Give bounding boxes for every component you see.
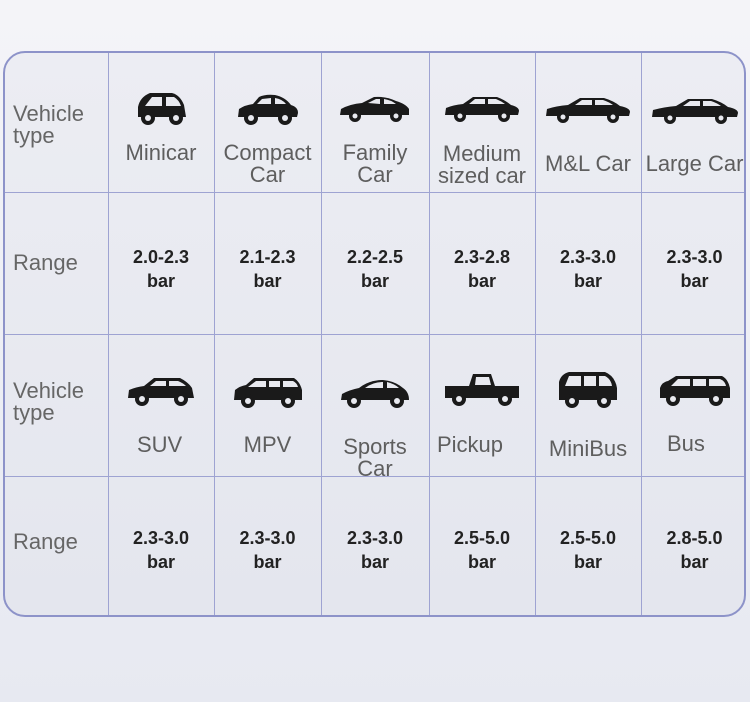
vehicle-name: Minicar xyxy=(125,140,197,165)
vehicle-name: MiniBus xyxy=(548,436,628,461)
range-value: 2.3-2.8 xyxy=(453,247,511,267)
range-unit: bar xyxy=(360,552,389,572)
range-unit: bar xyxy=(467,271,496,291)
vehicle-cell-pickup: Pickup xyxy=(429,334,535,476)
vehicle-name: Family Car xyxy=(342,140,408,187)
range-cell: 2.3-3.0 bar xyxy=(321,476,429,615)
range-unit: bar xyxy=(573,552,602,572)
range-value: 2.3-3.0 xyxy=(666,247,723,267)
vehicle-name: Pickup xyxy=(437,432,504,457)
vehicle-cell-medium-car: Medium sized car xyxy=(429,53,535,192)
range-cell: 2.0-2.3 bar xyxy=(108,192,214,334)
mpv-icon xyxy=(214,376,321,415)
vehicle-cell-mpv: MPV xyxy=(214,334,321,476)
vehicle-type-label: Vehicle type xyxy=(13,101,84,148)
vehicle-cell-ml-car: M&L Car xyxy=(535,53,641,192)
range-unit: bar xyxy=(467,552,496,572)
vehicle-cell-family-car: Family Car xyxy=(321,53,429,192)
vehicle-name-block: Medium sized car xyxy=(429,143,535,187)
range-value: 2.3-3.0 xyxy=(559,247,617,267)
medium-car-icon xyxy=(429,95,535,130)
range-unit: bar xyxy=(253,271,282,291)
vehicle-name-block: Sports Car xyxy=(321,436,429,480)
range-label: Range xyxy=(13,250,78,275)
row-header-range: Range xyxy=(5,531,108,553)
range-value: 2.3-3.0 xyxy=(239,528,296,548)
range-unit: bar xyxy=(146,271,175,291)
range-cell: 2.5-5.0 bar xyxy=(429,476,535,615)
pickup-icon xyxy=(429,372,535,413)
vehicle-cell-minicar: Minicar xyxy=(108,53,214,192)
vehicle-name-block: Family Car xyxy=(321,142,429,186)
range-unit: bar xyxy=(573,271,602,291)
range-value: 2.5-5.0 xyxy=(453,528,511,548)
vehicle-name: Medium sized car xyxy=(437,141,527,188)
row-header-range: Range xyxy=(5,252,108,274)
range-unit: bar xyxy=(680,552,709,572)
grid-line xyxy=(5,192,744,193)
range-cell: 2.3-3.0 bar xyxy=(214,476,321,615)
compact-car-icon xyxy=(214,93,321,132)
range-value: 2.0-2.3 xyxy=(132,247,190,267)
vehicle-name: M&L Car xyxy=(545,151,631,176)
range-value: 2.5-5.0 xyxy=(559,528,617,548)
minicar-icon xyxy=(108,89,214,132)
range-value: 2.3-3.0 xyxy=(132,528,190,548)
vehicle-name: Bus xyxy=(667,431,705,456)
tire-pressure-table: Vehicle type Minicar Compact Car Family … xyxy=(3,51,746,617)
range-unit: bar xyxy=(253,552,282,572)
range-cell: 2.2-2.5 bar xyxy=(321,192,429,334)
range-cell: 2.3-3.0 bar xyxy=(535,192,641,334)
range-label: Range xyxy=(13,529,78,554)
range-value: 2.3-3.0 xyxy=(346,528,404,548)
range-unit: bar xyxy=(360,271,389,291)
range-cell: 2.3-2.8 bar xyxy=(429,192,535,334)
vehicle-cell-compact-car: Compact Car xyxy=(214,53,321,192)
ml-car-icon xyxy=(535,96,641,131)
range-cell: 2.5-5.0 bar xyxy=(535,476,641,615)
row-header-vehicle-type: Vehicle type xyxy=(5,103,108,147)
grid-line xyxy=(5,476,744,477)
range-value: 2.8-5.0 xyxy=(666,528,723,548)
vehicle-name: Large Car xyxy=(645,151,744,176)
grid-line xyxy=(5,334,744,335)
range-cell: 2.3-3.0 bar xyxy=(641,192,744,334)
range-unit: bar xyxy=(146,552,175,572)
vehicle-cell-large-car: Large Car xyxy=(641,53,744,192)
bus-icon xyxy=(641,374,744,413)
vehicle-name: SUV xyxy=(137,432,183,457)
vehicle-name: Sports Car xyxy=(343,434,407,481)
suv-icon xyxy=(108,376,214,413)
sports-car-icon xyxy=(321,378,429,415)
vehicle-cell-minibus: MiniBus xyxy=(535,334,641,476)
vehicle-name: Compact Car xyxy=(223,140,312,187)
range-value: 2.2-2.5 xyxy=(346,247,404,267)
minibus-icon xyxy=(535,370,641,415)
range-cell: 2.3-3.0 bar xyxy=(108,476,214,615)
range-cell: 2.1-2.3 bar xyxy=(214,192,321,334)
vehicle-name: MPV xyxy=(243,432,292,457)
range-unit: bar xyxy=(680,271,709,291)
vehicle-cell-suv: SUV xyxy=(108,334,214,476)
row-header-vehicle-type: Vehicle type xyxy=(5,380,108,424)
large-car-icon xyxy=(641,97,744,132)
vehicle-name-block: Compact Car xyxy=(214,142,321,186)
vehicle-cell-bus: Bus xyxy=(641,334,744,476)
vehicle-cell-sports-car: Sports Car xyxy=(321,334,429,480)
range-cell: 2.8-5.0 bar xyxy=(641,476,744,615)
family-car-icon xyxy=(321,95,429,130)
vehicle-type-label: Vehicle type xyxy=(13,378,84,425)
range-value: 2.1-2.3 xyxy=(239,247,296,267)
